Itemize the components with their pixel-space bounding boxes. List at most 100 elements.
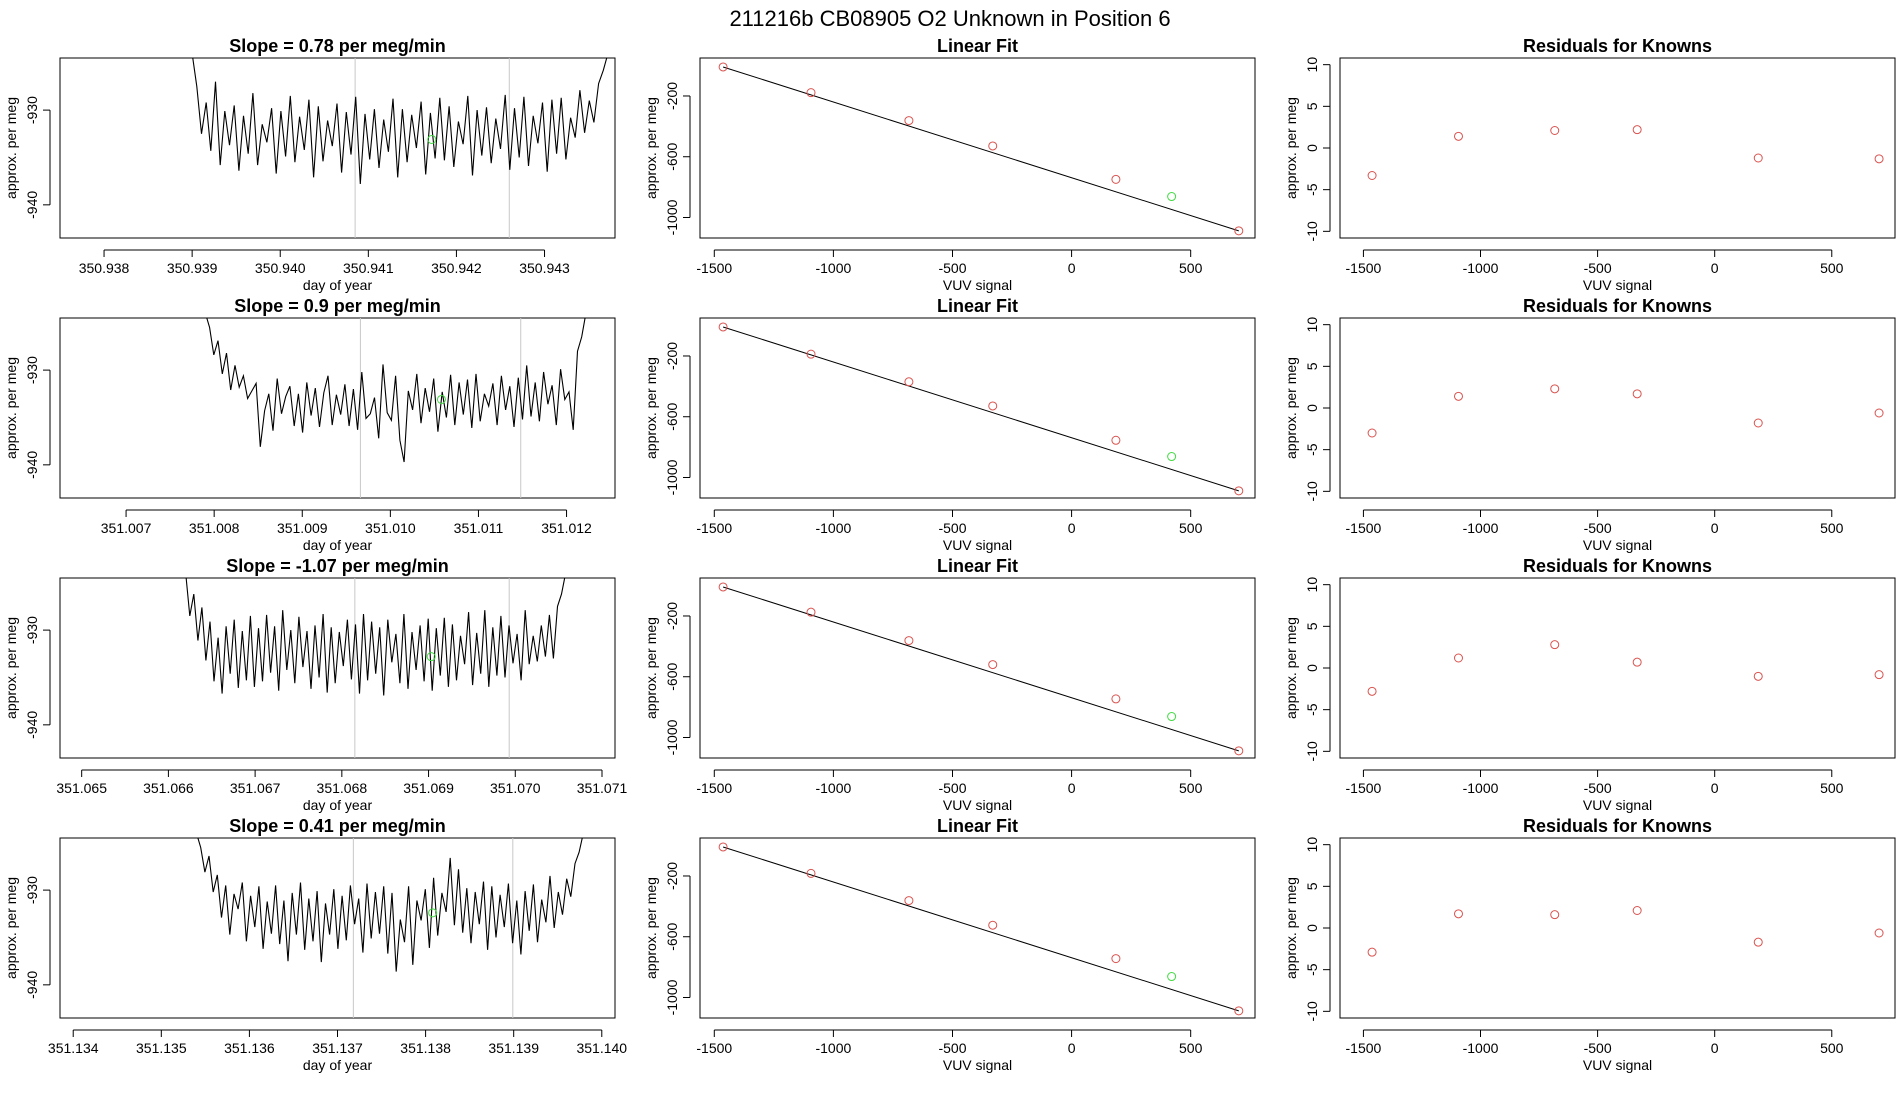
y-tick-label: -600 [664,403,680,431]
known-point [988,660,998,670]
known-point [806,868,816,878]
residual-point [1632,906,1642,915]
residual-point [1632,657,1642,667]
plot-frame [1339,57,1896,239]
mean-marker-point [426,652,436,662]
x-tick-label: 351.068 [317,780,368,796]
y-axis-label: approx. per meg [3,617,19,719]
y-axis-label: approx. per meg [1283,357,1299,459]
x-tick-label: 0 [1711,780,1719,796]
panel-title: Slope = 0.41 per meg/min [229,816,446,836]
y-tick-label: -1000 [664,719,680,755]
x-tick-label: 351.137 [312,1040,363,1056]
y-tick-label: -5 [1304,443,1320,456]
known-point [904,116,914,126]
y-tick-label: -5 [1304,703,1320,716]
unknown-point [1167,972,1177,982]
x-tick-label: -1500 [696,260,732,276]
y-tick-label: 5 [1304,362,1320,370]
panel-fit-2: Linear Fit -1500 -1000 -500 0 500 VUV signal -2… [643,556,1256,813]
y-tick-label: -940 [24,971,40,999]
mean-marker-point [427,134,437,144]
x-tick-label: 500 [1820,260,1844,276]
residual-point [1453,391,1463,401]
plot-area [1367,384,1884,438]
known-point [1111,954,1121,964]
unknown-point [1167,452,1177,462]
residual-point [1367,947,1377,957]
x-tick-label: 0 [1068,780,1076,796]
residual-point [1874,408,1884,418]
x-tick-label: 351.008 [189,520,240,536]
figure-title: 211216b CB08905 O2 Unknown in Position 6 [729,6,1170,31]
x-axis-label: day of year [303,537,373,553]
plot-frame [59,57,616,239]
y-axis-label: approx. per meg [643,97,659,199]
residual-point [1874,154,1884,164]
x-tick-label: 0 [1711,260,1719,276]
y-tick-label: -600 [664,143,680,171]
x-tick-label: 351.138 [400,1040,451,1056]
y-tick-label: -930 [24,96,40,124]
x-axis-label: VUV signal [943,537,1012,553]
panel-title: Linear Fit [937,816,1018,836]
panel-fit-1: Linear Fit -1500 -1000 -500 0 500 VUV signal -2… [643,296,1256,553]
y-tick-label: -600 [664,923,680,951]
known-point [904,896,914,906]
y-tick-label: -940 [24,451,40,479]
signal-trace-line [197,838,583,972]
y-tick-label: 5 [1304,622,1320,630]
panel-title: Slope = 0.9 per meg/min [234,296,441,316]
plot-frame [59,577,616,759]
x-tick-label: -1000 [1463,1040,1499,1056]
known-point [988,401,998,411]
known-point [806,607,816,617]
plot-area [206,318,586,498]
y-tick-label: -940 [24,191,40,219]
x-tick-label: 500 [1179,260,1203,276]
residual-point [1550,126,1560,135]
y-axis-label: approx. per meg [3,97,19,199]
y-axis-label: approx. per meg [643,617,659,719]
y-tick-label: -200 [664,342,680,370]
x-tick-label: -1000 [1463,260,1499,276]
x-tick-label: 500 [1179,1040,1203,1056]
plot-frame [699,57,1256,239]
residual-point [1753,418,1763,428]
y-tick-label: 10 [1304,317,1320,333]
x-tick-label: 351.012 [541,520,592,536]
x-axis-label: day of year [303,1057,373,1073]
y-tick-label: 10 [1304,837,1320,853]
x-tick-label: -500 [1584,780,1612,796]
mean-marker-point [436,394,446,404]
panel-trace-0: Slope = 0.78 per meg/min 350.938 350.939 35… [3,36,616,293]
plot-frame [699,577,1256,759]
panel-title: Slope = 0.78 per meg/min [229,36,446,56]
y-tick-label: -5 [1304,183,1320,196]
residual-point [1550,384,1560,394]
y-tick-label: -930 [24,876,40,904]
y-tick-label: -600 [664,663,680,691]
signal-trace-line [185,578,566,696]
panel-title: Linear Fit [937,296,1018,316]
x-tick-label: 351.135 [136,1040,187,1056]
x-tick-label: 351.069 [403,780,454,796]
residual-point [1453,909,1463,919]
x-tick-label: 351.009 [277,520,328,536]
known-point [1234,1006,1244,1016]
signal-trace-line [206,318,586,463]
fit-line [722,326,1239,492]
known-point [1111,694,1121,704]
x-tick-label: 350.938 [79,260,130,276]
signal-trace-line [192,58,608,185]
panel-title: Linear Fit [937,36,1018,56]
fit-line [722,586,1239,752]
panel-grid: Slope = 0.78 per meg/min 350.938 350.939 35… [3,36,1896,1073]
panel-title: Residuals for Knowns [1523,36,1712,56]
x-tick-label: -1500 [696,1040,732,1056]
known-point [1234,746,1244,756]
y-tick-label: -930 [24,616,40,644]
y-tick-label: 10 [1304,577,1320,593]
y-tick-label: -10 [1304,221,1320,241]
x-tick-label: 500 [1820,780,1844,796]
